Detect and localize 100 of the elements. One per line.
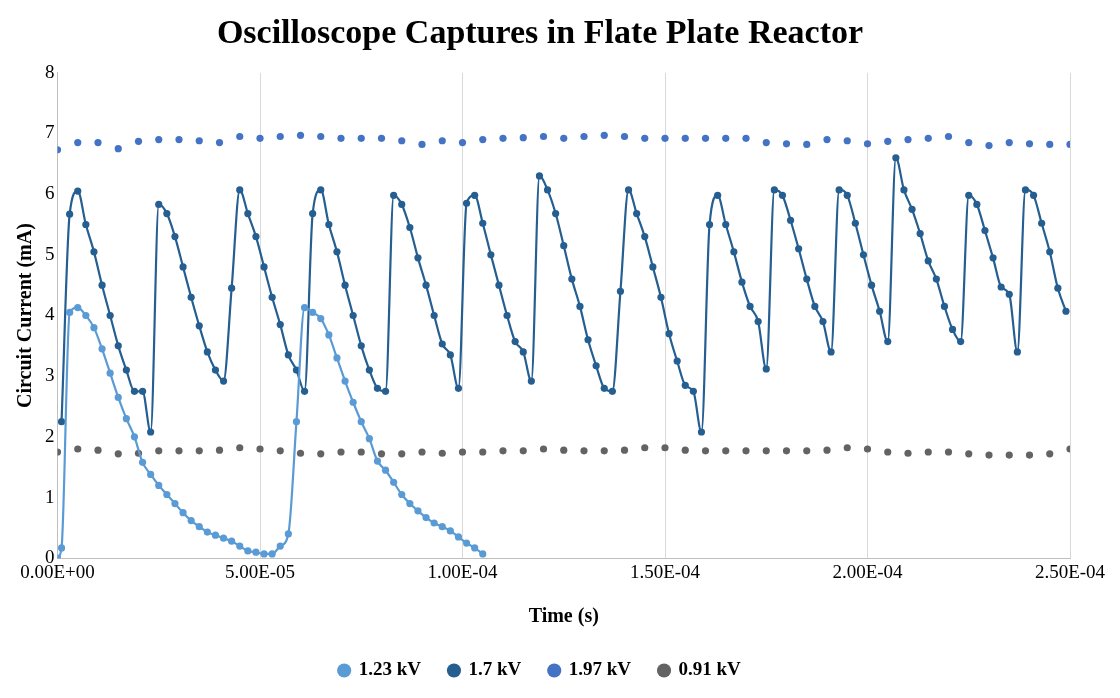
point [539, 445, 548, 453]
point [519, 447, 527, 455]
point [863, 445, 872, 453]
point [661, 444, 669, 452]
point [276, 542, 284, 550]
point [580, 132, 588, 141]
point [701, 134, 710, 142]
x-tick-label: 5.00E-05 [224, 560, 296, 582]
point [600, 447, 608, 455]
point [94, 138, 102, 147]
point [985, 142, 993, 150]
point [1025, 451, 1034, 459]
point [74, 445, 82, 453]
y-tick-label: 7 [45, 121, 55, 143]
point [422, 513, 430, 522]
point [134, 137, 143, 145]
point [722, 134, 730, 142]
x-tick-label: 1.50E-04 [629, 560, 701, 582]
x-tick-label: 1.00E-04 [427, 560, 499, 582]
point [620, 446, 629, 454]
point [985, 451, 993, 459]
point [138, 458, 147, 466]
point [742, 447, 750, 455]
point [641, 134, 649, 142]
point [296, 131, 305, 139]
point [430, 519, 438, 527]
point [317, 450, 325, 458]
point [398, 490, 406, 499]
point [398, 137, 406, 145]
point [74, 304, 82, 312]
point [195, 137, 203, 145]
point [175, 447, 183, 455]
point [944, 448, 953, 456]
legend-label: 1.7 kV [468, 658, 522, 680]
point [357, 418, 365, 426]
point [471, 544, 479, 552]
point [560, 134, 568, 142]
point [341, 377, 349, 385]
y-tick-label: 6 [45, 182, 55, 204]
point [681, 134, 689, 142]
point [965, 450, 973, 458]
point [349, 398, 357, 406]
point [236, 542, 244, 550]
x-tick-label: 2.00E-04 [832, 560, 904, 582]
point [357, 134, 365, 142]
point [381, 466, 390, 474]
y-tick-label: 3 [45, 364, 55, 386]
point [337, 448, 345, 456]
point [600, 131, 608, 139]
point [823, 135, 831, 144]
legend-label: 0.91 kV [678, 658, 742, 680]
point [438, 449, 446, 457]
point [244, 547, 252, 555]
point [1005, 451, 1013, 459]
x-tick-label: 2.50E-04 [1034, 560, 1106, 582]
point [519, 134, 527, 142]
point [317, 314, 325, 323]
point [1046, 450, 1054, 458]
point [539, 132, 548, 141]
point [462, 539, 471, 547]
point [681, 446, 689, 454]
point [260, 550, 268, 558]
y-tick-label: 2 [45, 424, 55, 446]
point [147, 470, 155, 479]
point [722, 447, 730, 455]
point [155, 135, 163, 144]
point [377, 134, 386, 142]
point [762, 447, 770, 455]
point [268, 550, 276, 558]
point [803, 140, 811, 148]
point [924, 448, 932, 456]
point [215, 138, 224, 147]
point [843, 137, 851, 145]
chart-title: Oscilloscope Captures in Flate Plate Reactor [216, 13, 864, 51]
point [195, 523, 203, 531]
point [163, 490, 171, 499]
point [337, 134, 345, 142]
point [438, 523, 446, 531]
point [661, 134, 669, 142]
point [884, 137, 892, 145]
point [179, 509, 187, 517]
point [823, 446, 831, 454]
y-tick-label: 4 [45, 303, 55, 325]
point [195, 447, 203, 455]
point [884, 448, 892, 456]
point [418, 140, 426, 148]
point [479, 550, 487, 558]
point [701, 447, 710, 455]
point [1046, 140, 1054, 148]
point [803, 447, 811, 455]
point [122, 415, 130, 423]
point [155, 447, 163, 455]
point [236, 444, 244, 452]
point [187, 516, 195, 525]
point [904, 135, 912, 144]
point [228, 537, 236, 545]
point [742, 134, 750, 142]
point [171, 499, 179, 508]
y-tick-label: 8 [45, 60, 55, 82]
point [215, 446, 224, 454]
